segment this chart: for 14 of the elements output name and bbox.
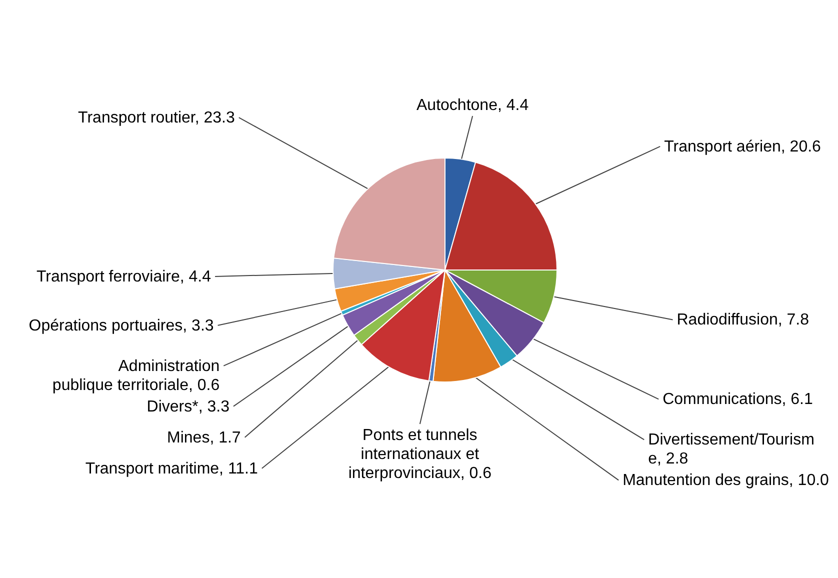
slice-label: Opérations portuaires, 3.3 xyxy=(28,317,214,334)
slice-label: Transport routier, 23.3 xyxy=(78,110,235,127)
slice-label: Administration publique territoriale, 0.6 xyxy=(52,358,220,394)
slice-label: Ponts et tunnels internationaux et interprovinciaux, 0.6 xyxy=(348,427,492,482)
slice-label: Autochtone, 4.4 xyxy=(416,97,529,114)
slice-label: Divertissement/Tourisme, 2.8 xyxy=(648,432,814,468)
slice-label: Radiodiffusion, 7.8 xyxy=(676,312,810,329)
slice-label: Manutention des grains, 10.0 xyxy=(622,472,830,490)
slice-label: Transport ferroviaire, 4.4 xyxy=(36,268,212,286)
slice-label: Divers*, 3.3 xyxy=(146,398,230,416)
slice-label: Transport aérien, 20.6 xyxy=(664,138,822,156)
slice-label: Mines, 1.7 xyxy=(167,429,241,446)
slice-label: Communications, 6.1 xyxy=(662,391,813,408)
slice-label: Transport maritime, 11.1 xyxy=(85,460,258,478)
